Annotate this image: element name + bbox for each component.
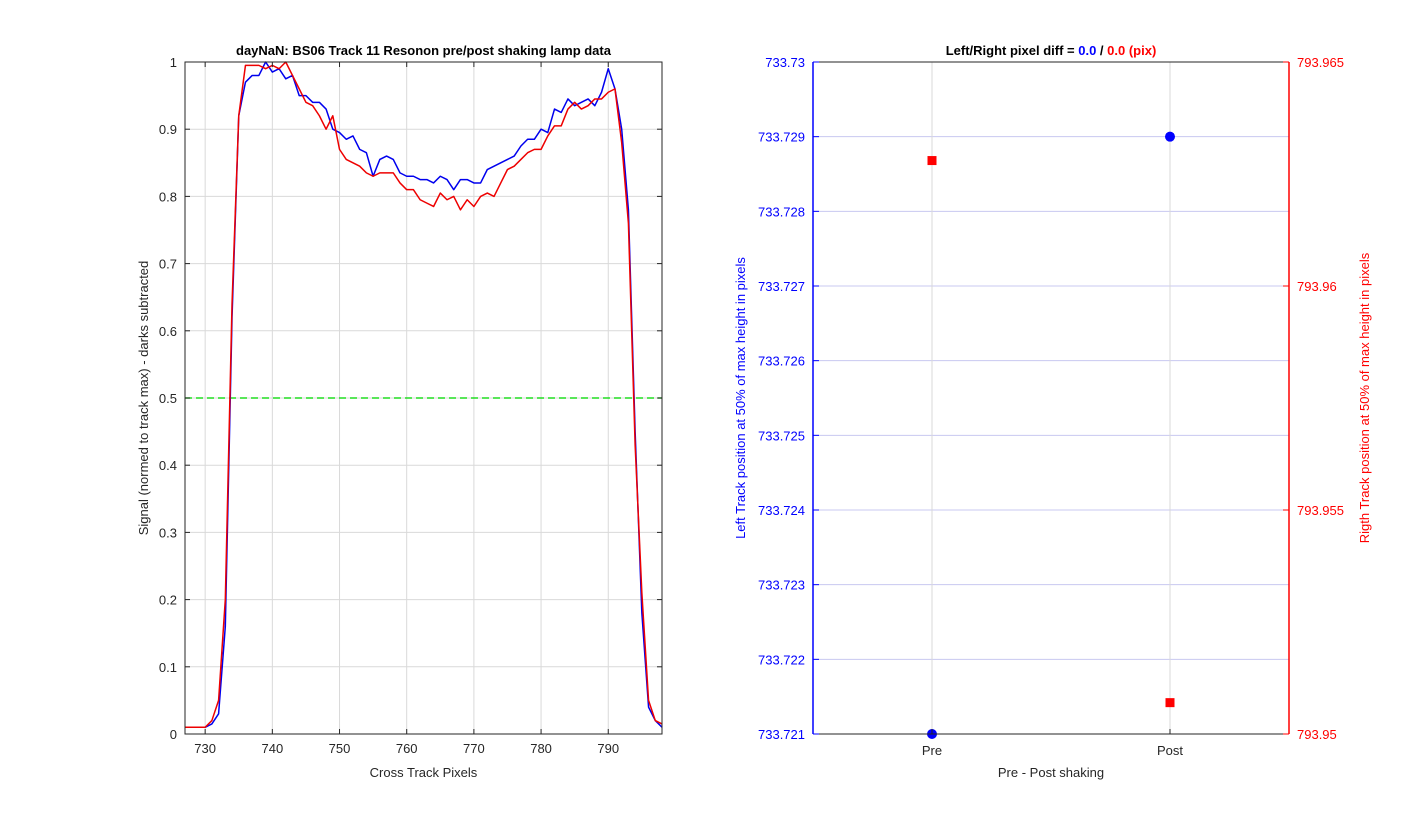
left-y-tick-label: 0.2 xyxy=(159,593,177,608)
left-x-tick-label: 760 xyxy=(396,741,418,756)
right-left-y-tick-label: 733.724 xyxy=(758,503,805,518)
left-x-tick-label: 730 xyxy=(194,741,216,756)
right-track-point xyxy=(1165,698,1175,708)
left-x-tick-label: 790 xyxy=(597,741,619,756)
left-chart: 730 740 750 760 770 780 790 0 0.1 0.2 0.3 0.4 0.5 0.6… xyxy=(136,43,663,780)
left-y-tick-label: 0.3 xyxy=(159,525,177,540)
right-right-y-axis-label: Rigth Track position at 50% of max heigh… xyxy=(1357,252,1372,543)
left-y-tick-label: 0.6 xyxy=(159,324,177,339)
right-x-tick-label: Pre xyxy=(922,743,942,758)
right-left-y-tick-label: 733.728 xyxy=(758,204,805,219)
left-x-tick-label: 740 xyxy=(261,741,283,756)
right-x-tick-label: Post xyxy=(1157,743,1183,758)
left-y-tick-label: 0 xyxy=(170,727,177,742)
right-right-y-tick-label: 793.96 xyxy=(1297,279,1337,294)
left-y-tick-label: 0.8 xyxy=(159,189,177,204)
right-left-y-tick-label: 733.726 xyxy=(758,354,805,369)
left-y-tick-label: 1 xyxy=(170,55,177,70)
right-left-y-tick-label: 733.723 xyxy=(758,578,805,593)
left-y-tick-label: 0.5 xyxy=(159,391,177,406)
right-chart: 733.721 733.722 733.723 733.724 733.725 733.7… xyxy=(733,43,1372,780)
left-y-tick-label: 0.7 xyxy=(159,257,177,272)
left-chart-title: dayNaN: BS06 Track 11 Resonon pre/post s… xyxy=(236,43,612,58)
left-y-axis-label: Signal (normed to track max) - darks sub… xyxy=(136,261,151,536)
right-chart-title: Left/Right pixel diff = 0.0 / 0.0 (pix) xyxy=(946,43,1157,58)
right-left-y-tick-label: 733.727 xyxy=(758,279,805,294)
right-x-axis-label: Pre - Post shaking xyxy=(998,765,1104,780)
right-left-y-tick-label: 733.729 xyxy=(758,130,805,145)
right-right-y-tick-label: 793.95 xyxy=(1297,727,1337,742)
right-title-right-value: 0.0 (pix) xyxy=(1107,43,1156,58)
right-right-y-tick-label: 793.965 xyxy=(1297,55,1344,70)
left-x-tick-label: 780 xyxy=(530,741,552,756)
right-right-y-tick-label: 793.955 xyxy=(1297,503,1344,518)
right-track-point xyxy=(927,156,937,166)
left-y-tick-label: 0.9 xyxy=(159,122,177,137)
right-left-y-tick-label: 733.722 xyxy=(758,652,805,667)
right-title-left-value: 0.0 xyxy=(1078,43,1096,58)
left-x-tick-label: 770 xyxy=(463,741,485,756)
left-track-point xyxy=(1165,131,1175,142)
left-ticks: 730 740 750 760 770 780 790 0 0.1 0.2 0.3 0.4 0.5 0.6… xyxy=(159,55,662,756)
right-grid xyxy=(813,62,1289,734)
right-ticks: 733.721 733.722 733.723 733.724 733.725 733.7… xyxy=(758,55,1344,758)
left-series-line-2 xyxy=(185,61,663,729)
right-title-separator: / xyxy=(1096,43,1107,58)
right-title-prefix: Left/Right pixel diff = xyxy=(946,43,1079,58)
left-x-tick-label: 750 xyxy=(329,741,351,756)
right-left-y-tick-label: 733.725 xyxy=(758,428,805,443)
right-left-y-axis-label: Left Track position at 50% of max height… xyxy=(733,257,748,539)
right-left-y-tick-label: 733.73 xyxy=(765,55,805,70)
left-x-axis-label: Cross Track Pixels xyxy=(370,765,478,780)
left-series-group xyxy=(185,61,663,729)
right-left-y-tick-label: 733.721 xyxy=(758,727,805,742)
left-y-tick-label: 0.1 xyxy=(159,660,177,675)
left-y-tick-label: 0.4 xyxy=(159,458,177,473)
left-series-line-1 xyxy=(185,61,663,729)
right-plot-area xyxy=(813,62,1289,734)
